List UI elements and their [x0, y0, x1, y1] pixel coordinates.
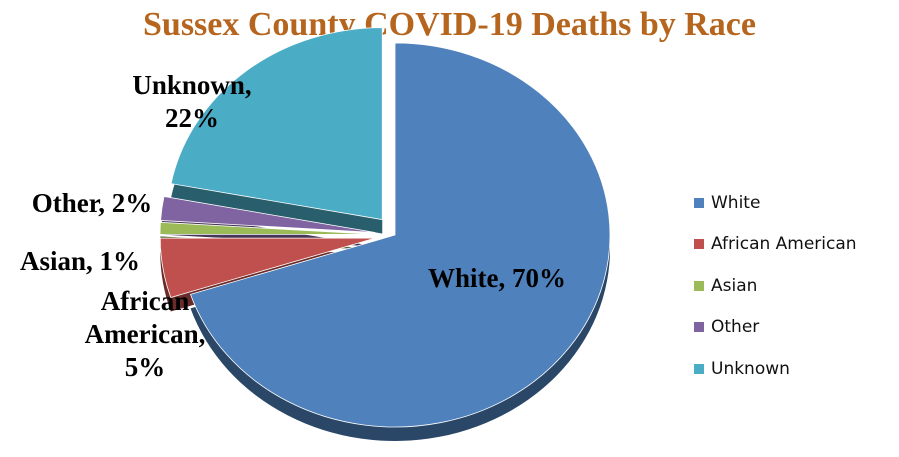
data-label-white: White, 70%	[428, 263, 566, 293]
legend-swatch-unknown	[694, 363, 704, 374]
legend-swatch-asian	[694, 280, 704, 291]
pie-slice-unknown	[170, 27, 383, 221]
pie-slice-other	[160, 196, 376, 233]
chart-title: Sussex County COVID-19 Deaths by Race	[143, 6, 756, 43]
legend-label-asian: Asian	[711, 275, 758, 296]
pie-slices	[159, 27, 611, 442]
legend-label-african-american: African American	[711, 234, 857, 255]
legend-label-unknown: Unknown	[711, 358, 790, 379]
legend-label-other: Other	[711, 317, 760, 338]
legend-swatch-african-american	[694, 239, 704, 250]
pie-data-labels: White, 70% African American, 5% Asian, 1% Oth…	[20, 70, 566, 382]
legend-item-unknown: Unknown	[694, 348, 857, 390]
data-label-other: Other, 2%	[32, 188, 153, 218]
legend-swatch-other	[694, 322, 704, 333]
legend-swatch-white	[694, 197, 704, 208]
legend-item-white: White	[694, 182, 857, 224]
pie-slice-white	[189, 42, 611, 428]
pie-slice-asian	[159, 221, 376, 235]
legend-item-african-american: African American	[694, 224, 857, 266]
data-label-asian: Asian, 1%	[20, 246, 140, 276]
legend-label-white: White	[711, 192, 761, 213]
data-label-african-american: African American, 5%	[85, 286, 206, 382]
pie-slice-african-american	[159, 237, 376, 298]
legend-item-other: Other	[694, 307, 857, 349]
legend: White African American Asian Other Unkno…	[694, 182, 857, 390]
data-label-unknown: Unknown, 22%	[132, 70, 251, 133]
legend-item-asian: Asian	[694, 265, 857, 307]
